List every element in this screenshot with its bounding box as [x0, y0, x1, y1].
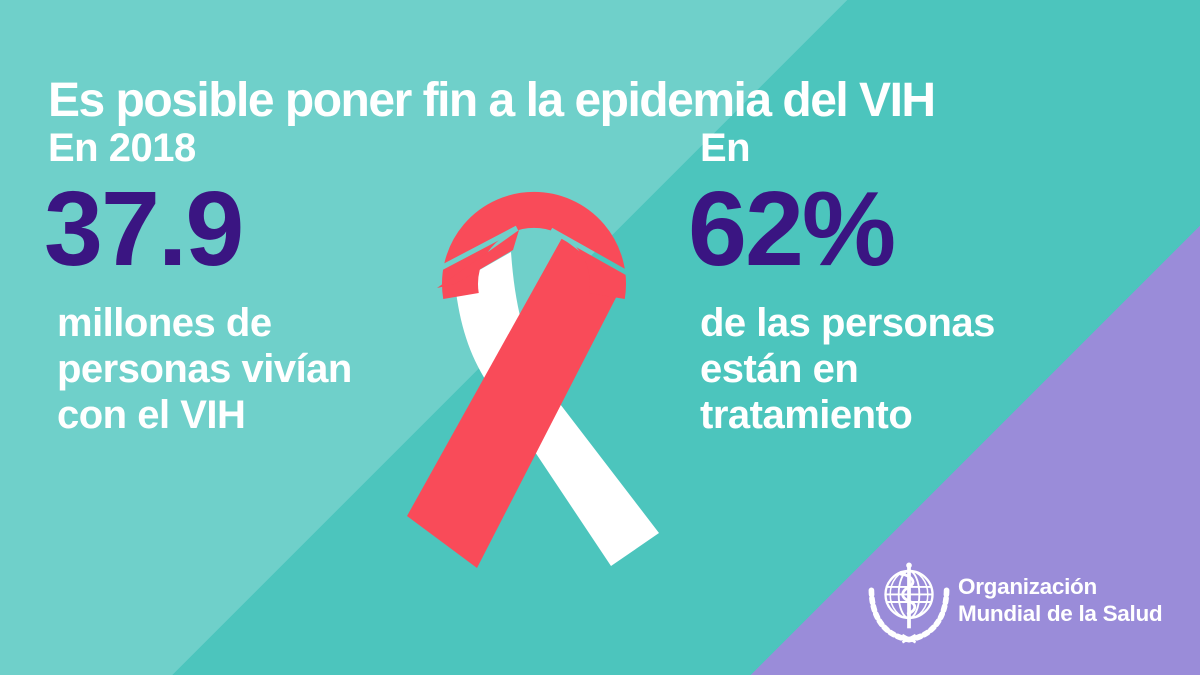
stat-left-value: 37.9	[44, 170, 244, 288]
page-title: Es posible poner fin a la epidemia del V…	[48, 74, 936, 128]
awareness-ribbon-icon	[407, 191, 659, 568]
stat-left-description-line3: con el VIH	[57, 393, 246, 437]
who-wordmark-line2: Mundial de la Salud	[958, 601, 1163, 626]
stat-right-description-line2: están en	[700, 347, 859, 391]
stat-left-intro: En 2018	[48, 126, 196, 170]
who-logo: Organización Mundial de la Salud	[862, 560, 1163, 644]
who-wordmark-line1: Organización	[958, 574, 1097, 599]
stat-right-description-line1: de las personas	[700, 301, 995, 345]
stat-right-description-line3: tratamiento	[700, 393, 913, 437]
stat-right-description: de las personas están en tratamiento	[700, 300, 995, 438]
stat-right-intro: En	[700, 126, 751, 170]
stat-right-value: 62%	[688, 170, 896, 288]
stat-left-description-line1: millones de	[57, 301, 272, 345]
who-emblem-icon	[868, 562, 950, 644]
stat-left-description: millones de personas vivían con el VIH	[57, 300, 352, 438]
who-wordmark: Organización Mundial de la Salud	[958, 573, 1163, 627]
stat-left-description-line2: personas vivían	[57, 347, 352, 391]
